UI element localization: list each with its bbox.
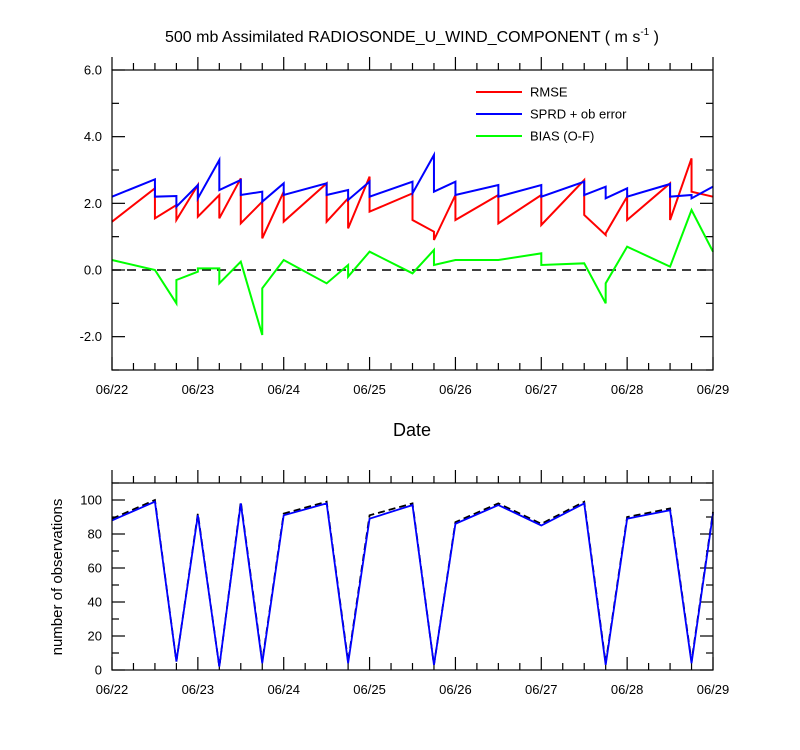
y-tick-label: 80 xyxy=(88,527,102,542)
bottom-y-axis-title: number of observations xyxy=(49,499,66,656)
x-tick-label: 06/26 xyxy=(439,682,472,697)
x-tick-label: 06/27 xyxy=(525,382,558,397)
y-tick-label: 60 xyxy=(88,561,102,576)
y-tick-label: 4.0 xyxy=(84,129,102,144)
series-line-obs-used xyxy=(111,500,714,667)
x-axis-title: Date xyxy=(393,420,431,440)
series-line-rmse xyxy=(111,158,714,241)
y-tick-label: 40 xyxy=(88,595,102,610)
legend-label: RMSE xyxy=(530,85,568,100)
bottom-chart-series xyxy=(111,498,714,667)
x-tick-label: 06/29 xyxy=(697,382,730,397)
y-tick-label: 6.0 xyxy=(84,63,102,78)
series-line-bias-o-f xyxy=(111,207,714,336)
x-tick-label: 06/25 xyxy=(353,382,386,397)
top-x-tick-labels: 06/22 06/23 06/24 06/25 06/26 06/27 06/28 06/29 xyxy=(96,382,730,397)
y-tick-label: 20 xyxy=(88,629,102,644)
y-tick-label: 0.0 xyxy=(84,263,102,278)
x-tick-label: 06/24 xyxy=(267,382,300,397)
bottom-y-tick-labels: 0 20 40 60 80 100 xyxy=(80,493,102,678)
bottom-chart: 06/22 06/23 06/24 06/25 06/26 06/27 06/28 06/29… xyxy=(49,470,729,697)
x-tick-label: 06/23 xyxy=(182,682,215,697)
x-tick-label: 06/23 xyxy=(182,382,215,397)
chart-title-superscript: -1 xyxy=(640,27,649,38)
top-chart-series xyxy=(111,151,714,336)
bottom-x-tick-labels: 06/22 06/23 06/24 06/25 06/26 06/27 06/28 06/29 xyxy=(96,682,730,697)
y-tick-label: 2.0 xyxy=(84,196,102,211)
chart-title: 500 mb Assimilated RADIOSONDE_U_WIND_COM… xyxy=(165,27,659,46)
bottom-chart-ticks xyxy=(111,470,714,671)
x-tick-label: 06/27 xyxy=(525,682,558,697)
series-line-obs-possible xyxy=(111,498,714,667)
bottom-plot-frame xyxy=(111,482,714,671)
legend-label: SPRD + ob error xyxy=(530,107,627,122)
x-tick-label: 06/24 xyxy=(267,682,300,697)
top-y-tick-labels: -2.0 0.0 2.0 4.0 6.0 xyxy=(80,63,102,345)
legend: RMSE SPRD + ob error BIAS (O-F) xyxy=(476,85,627,144)
chart-title-end: ) xyxy=(649,29,659,46)
y-tick-label: -2.0 xyxy=(80,329,102,344)
x-tick-label: 06/22 xyxy=(96,682,129,697)
x-tick-label: 06/29 xyxy=(697,682,730,697)
x-tick-label: 06/22 xyxy=(96,382,129,397)
y-tick-label: 0 xyxy=(95,663,102,678)
x-tick-label: 06/28 xyxy=(611,682,644,697)
top-chart: 500 mb Assimilated RADIOSONDE_U_WIND_COM… xyxy=(80,27,730,440)
legend-label: BIAS (O-F) xyxy=(530,129,594,144)
x-tick-label: 06/25 xyxy=(353,682,386,697)
y-tick-label: 100 xyxy=(80,493,102,508)
top-plot-frame xyxy=(111,69,714,371)
series-line-sprd-ob-error xyxy=(111,151,714,210)
x-tick-label: 06/26 xyxy=(439,382,472,397)
x-tick-label: 06/28 xyxy=(611,382,644,397)
